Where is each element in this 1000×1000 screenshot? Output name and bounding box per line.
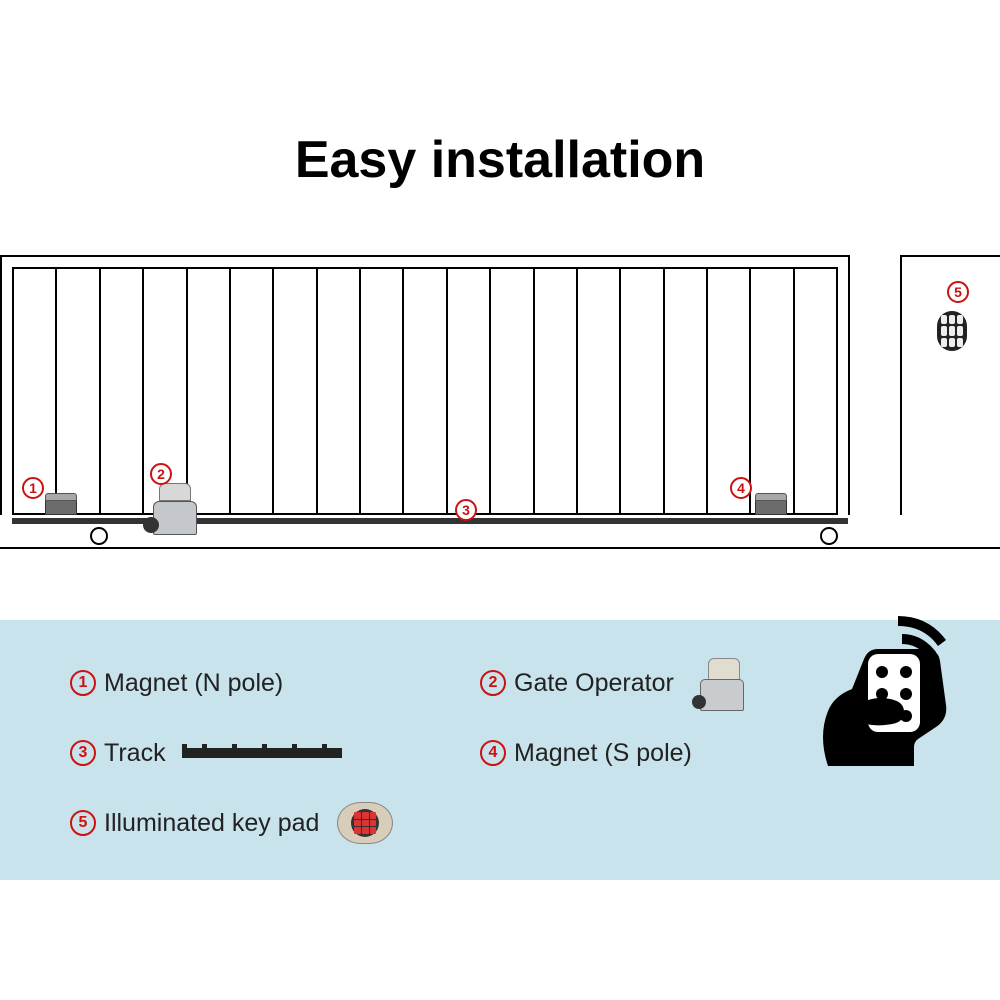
callout-1: 1	[22, 477, 44, 499]
legend-label: Magnet (N pole)	[104, 669, 283, 698]
gate-frame	[0, 255, 850, 515]
track-icon	[182, 748, 342, 758]
remote-hand-icon	[798, 596, 978, 776]
legend-num: 4	[480, 740, 506, 766]
legend-item-3: 3 Track	[70, 739, 480, 768]
legend-num: 1	[70, 670, 96, 696]
legend-label: Gate Operator	[514, 669, 674, 698]
legend-label: Magnet (S pole)	[514, 739, 692, 768]
legend-item-5: 5 Illuminated key pad	[70, 802, 480, 844]
callout-4: 4	[730, 477, 752, 499]
gate-wheel	[90, 527, 108, 545]
legend-num: 5	[70, 810, 96, 836]
gate-diagram: 5 1 2 3 4	[0, 255, 1000, 555]
keypad-icon	[937, 311, 967, 351]
legend-item-1: 1 Magnet (N pole)	[70, 669, 480, 698]
callout-5: 5	[947, 281, 969, 303]
ground-line	[0, 547, 1000, 549]
legend-num: 2	[480, 670, 506, 696]
pillar: 5	[900, 255, 1000, 515]
track-line	[12, 518, 848, 524]
magnet-s-icon	[755, 493, 787, 517]
legend-label: Illuminated key pad	[104, 809, 319, 838]
legend-label: Track	[104, 739, 166, 768]
gate-operator-icon	[145, 479, 201, 535]
magnet-n-icon	[45, 493, 77, 517]
gate-bars	[12, 267, 838, 515]
keypad-icon	[337, 802, 393, 844]
callout-3: 3	[455, 499, 477, 521]
gate-operator-icon	[692, 656, 752, 711]
page-title: Easy installation	[0, 130, 1000, 190]
gate-wheel	[820, 527, 838, 545]
callout-2: 2	[150, 463, 172, 485]
legend-num: 3	[70, 740, 96, 766]
